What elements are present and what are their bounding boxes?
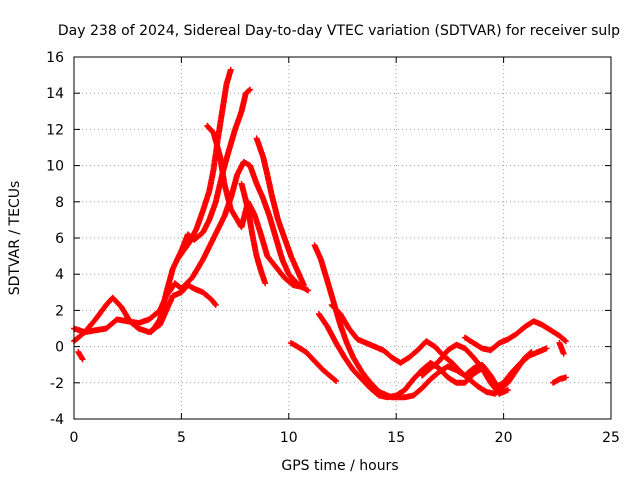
x-tick-label: 5 [177, 430, 186, 446]
axis-ticks: 0 5 10 15 20 25 -4 -2 0 2 4 6 8 10 12 14 16 [46, 50, 620, 446]
x-tick-label: 10 [280, 430, 298, 446]
data-point-markers [174, 66, 234, 263]
data-point-markers [71, 282, 219, 345]
grid-lines [74, 57, 611, 419]
data-point-markers [419, 341, 511, 397]
y-tick-label: 0 [55, 340, 64, 356]
chart-title: Day 238 of 2024, Sidereal Day-to-day VTE… [58, 23, 620, 39]
y-tick-label: 6 [55, 231, 64, 247]
x-tick-label: 15 [387, 430, 405, 446]
y-tick-label: 14 [46, 86, 64, 102]
y-tick-label: -4 [50, 412, 64, 428]
y-tick-label: 4 [55, 267, 64, 283]
y-tick-label: 2 [55, 303, 64, 319]
series-track-9 [287, 340, 340, 384]
series-track-5 [204, 122, 305, 290]
data-point-markers [550, 374, 569, 386]
data-point-markers [287, 340, 340, 384]
data-marks [71, 66, 569, 401]
x-tick-label: 25 [602, 430, 620, 446]
x-tick-label: 20 [495, 430, 513, 446]
data-point-markers [238, 180, 269, 287]
y-tick-label: 10 [46, 159, 64, 175]
series-track-4 [174, 66, 234, 263]
series-track-6 [253, 135, 307, 289]
y-tick-label: 16 [46, 50, 64, 66]
series-track-12 [419, 341, 511, 397]
data-point-markers [75, 349, 86, 363]
series-track-14 [556, 340, 567, 357]
series-track-1 [71, 159, 312, 336]
series-track-16 [75, 349, 86, 363]
data-point-markers [461, 318, 569, 354]
data-point-markers [71, 159, 312, 336]
series-track-2 [71, 282, 219, 345]
x-axis-label: GPS time / hours [281, 458, 398, 474]
y-tick-label: 12 [46, 122, 64, 138]
series-track-15 [550, 374, 569, 386]
data-point-markers [204, 122, 305, 290]
data-point-markers [556, 340, 567, 357]
data-point-markers [253, 135, 307, 289]
plot-frame [73, 56, 612, 420]
series-track-7 [238, 180, 269, 287]
y-axis-label: SDTVAR / TECUs [7, 181, 23, 296]
x-tick-label: 0 [70, 430, 79, 446]
y-tick-label: 8 [55, 195, 64, 211]
y-tick-label: -2 [50, 376, 64, 392]
series-track-13 [461, 318, 569, 354]
